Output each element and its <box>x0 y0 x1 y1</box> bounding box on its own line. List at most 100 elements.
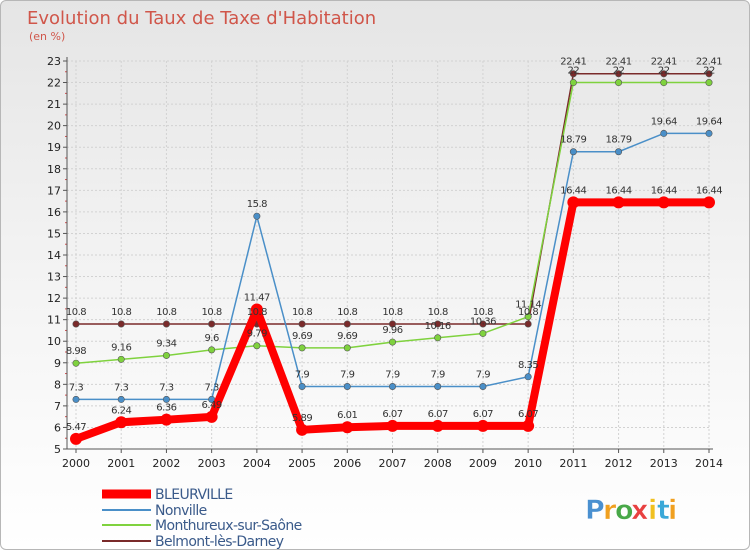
data-point <box>479 320 487 328</box>
data-label: 6.07 <box>428 409 448 420</box>
data-point <box>615 148 623 156</box>
data-point <box>524 313 532 321</box>
data-label: 9.34 <box>156 338 176 349</box>
data-label: 5.89 <box>292 413 312 424</box>
axes: 5 6 7 8 9 10 11 12 13 14 15 16 17 18 19 20 21 22 23 2000 200… <box>47 55 723 470</box>
data-point <box>115 416 128 429</box>
data-point <box>298 382 306 390</box>
data-point <box>296 423 309 436</box>
data-point <box>388 382 396 390</box>
x-tick-label: 2006 <box>333 457 361 470</box>
legend-label: BLEURVILLE <box>155 487 233 503</box>
y-tick-label: 19 <box>47 141 61 154</box>
x-tick-label: 2010 <box>514 457 542 470</box>
data-label: 10.16 <box>425 321 451 332</box>
legend: BLEURVILLENonvilleMonthureux-sur-SaôneBe… <box>102 487 302 549</box>
y-tick-label: 16 <box>47 206 61 219</box>
data-point <box>612 196 625 209</box>
data-label: 11.14 <box>515 300 541 311</box>
data-point <box>479 329 487 337</box>
data-label: 10.36 <box>470 316 496 327</box>
data-point <box>660 129 668 137</box>
data-label: 22.41 <box>651 57 677 68</box>
data-point <box>567 196 580 209</box>
y-tick-label: 13 <box>47 271 61 284</box>
data-label: 22 <box>703 66 715 77</box>
y-tick-label: 21 <box>47 98 61 111</box>
data-point <box>657 196 670 209</box>
logo-letter: o <box>615 495 634 526</box>
data-label: 7.3 <box>69 382 84 393</box>
y-tick-label: 12 <box>47 292 61 305</box>
data-label: 9.96 <box>382 325 402 336</box>
data-label: 19.64 <box>651 116 677 127</box>
y-tick-label: 8 <box>54 378 61 391</box>
y-tick-label: 14 <box>47 249 61 262</box>
y-axis-unit: (en %) <box>29 30 65 43</box>
data-point <box>72 395 80 403</box>
data-label: 16.44 <box>560 185 586 196</box>
data-point <box>388 320 396 328</box>
data-label: 22 <box>613 66 625 77</box>
data-point <box>660 70 668 78</box>
data-point <box>253 212 261 220</box>
data-point <box>431 419 444 432</box>
data-label: 22.41 <box>696 57 722 68</box>
data-point <box>70 432 82 445</box>
data-label: 10.8 <box>292 307 312 318</box>
data-point <box>162 395 170 403</box>
logo-letter: r <box>603 495 617 526</box>
data-label: 6.07 <box>382 409 402 420</box>
data-label: 7.9 <box>340 369 355 380</box>
data-point <box>386 419 399 432</box>
data-label: 7.9 <box>476 369 491 380</box>
y-tick-label: 22 <box>47 77 61 90</box>
x-tick-label: 2005 <box>288 457 316 470</box>
grid <box>67 60 710 450</box>
legend-label: Monthureux-sur-Saône <box>155 518 302 534</box>
data-label: 10.8 <box>473 307 493 318</box>
data-point <box>660 79 668 87</box>
data-label: 19.64 <box>696 116 722 127</box>
data-label: 16.44 <box>696 185 722 196</box>
data-label: 6.24 <box>111 405 131 416</box>
data-label: 7.3 <box>159 382 174 393</box>
data-label: 7.9 <box>295 369 310 380</box>
y-tick-label: 9 <box>54 357 61 370</box>
data-label: 11.47 <box>244 293 270 304</box>
data-point <box>162 351 170 359</box>
logo-letter: P <box>585 495 605 526</box>
data-label: 10.8 <box>202 307 222 318</box>
x-tick-label: 2013 <box>650 457 678 470</box>
data-point <box>705 129 713 137</box>
data-label: 6.07 <box>473 409 493 420</box>
x-tick-label: 2014 <box>695 457 723 470</box>
data-label: 22 <box>567 66 579 77</box>
data-point <box>705 70 713 78</box>
data-point <box>162 320 170 328</box>
y-tick-label: 18 <box>47 163 61 176</box>
data-label: 5.47 <box>66 422 86 433</box>
data-label: 16.44 <box>651 185 677 196</box>
x-tick-label: 2011 <box>559 457 587 470</box>
data-point <box>298 320 306 328</box>
data-label: 10.8 <box>518 307 538 318</box>
data-label: 10.8 <box>428 307 448 318</box>
y-tick-label: 5 <box>54 443 61 456</box>
x-tick-label: 2002 <box>152 457 180 470</box>
legend-label: Nonville <box>155 503 207 519</box>
x-tick-label: 2003 <box>198 457 226 470</box>
data-label: 7.9 <box>385 369 400 380</box>
legend-label: Belmont-lès-Darney <box>155 534 284 549</box>
data-label: 9.79 <box>247 329 267 340</box>
data-point <box>298 344 306 352</box>
data-point <box>434 382 442 390</box>
data-point <box>72 359 80 367</box>
data-point <box>569 70 577 78</box>
data-label: 6.49 <box>202 400 222 411</box>
x-tick-label: 2001 <box>107 457 135 470</box>
y-tick-label: 15 <box>47 227 61 240</box>
data-label: 10.8 <box>66 307 86 318</box>
